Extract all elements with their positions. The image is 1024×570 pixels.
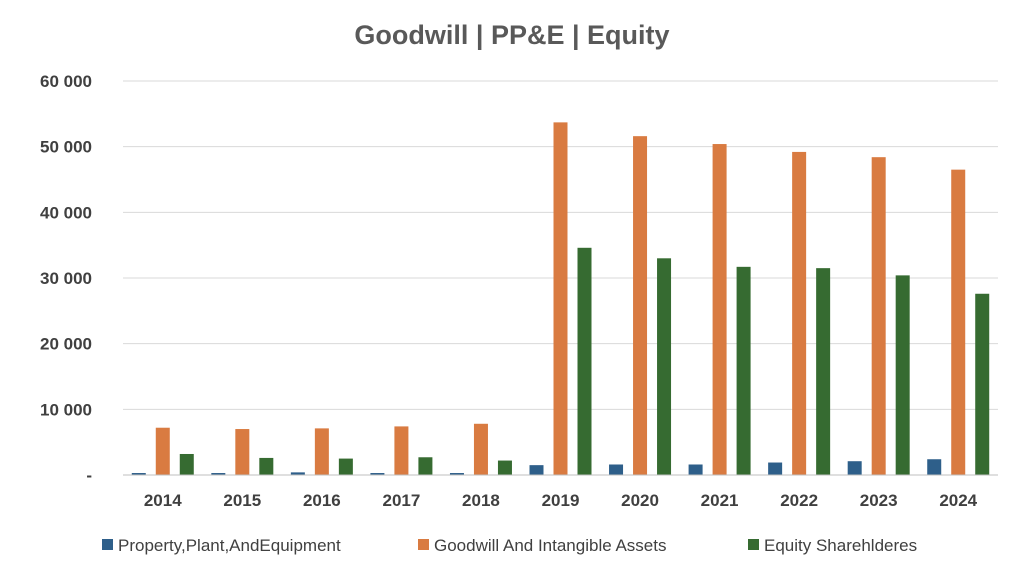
bar-3-2024 — [975, 293, 990, 475]
bar-1-2023 — [847, 461, 862, 475]
y-tick-label: 40 000 — [40, 203, 92, 222]
bar-3-2020 — [657, 258, 672, 475]
legend-label: Goodwill And Intangible Assets — [434, 536, 666, 555]
y-axis: - 10 000 20 000 30 000 40 000 50 000 60 000 — [40, 72, 92, 485]
x-tick-label: 2022 — [780, 491, 818, 510]
bar-3-2015 — [259, 457, 274, 475]
bar-2-2021 — [712, 144, 727, 476]
bar-1-2019 — [529, 465, 544, 475]
bar-3-2017 — [418, 457, 433, 475]
x-tick-label: 2019 — [542, 491, 580, 510]
x-tick-label: 2023 — [860, 491, 898, 510]
x-axis: 2014 2015 2016 2017 2018 2019 2020 2021 2022 2023… — [123, 474, 998, 510]
bar-3-2022 — [816, 268, 831, 475]
bar-2-2015 — [235, 429, 250, 475]
bar-1-2015 — [211, 473, 226, 475]
x-tick-label: 2018 — [462, 491, 500, 510]
bar-2-2023 — [871, 157, 886, 475]
x-tick-label: 2014 — [144, 491, 182, 510]
bar-1-2017 — [370, 473, 385, 475]
bar-1-2014 — [131, 473, 146, 475]
legend-label: Equity Sharehlderes — [764, 536, 917, 555]
y-tick-label: 50 000 — [40, 138, 92, 157]
bar-2-2018 — [473, 423, 488, 475]
bar-1-2020 — [609, 464, 624, 475]
bar-3-2016 — [338, 458, 353, 475]
x-tick-label: 2020 — [621, 491, 659, 510]
y-tick-label: 60 000 — [40, 72, 92, 91]
bar-3-2021 — [736, 266, 751, 475]
legend-swatch — [102, 539, 113, 550]
y-tick-label: 20 000 — [40, 335, 92, 354]
y-tick-label: - — [86, 466, 92, 485]
bar-1-2021 — [688, 464, 703, 475]
legend: Property,Plant,AndEquipment Goodwill And … — [102, 536, 917, 555]
bar-1-2016 — [290, 472, 305, 475]
bar-2-2014 — [155, 427, 170, 475]
x-tick-label: 2021 — [701, 491, 739, 510]
bar-2-2024 — [951, 169, 966, 475]
bar-2-2017 — [394, 426, 409, 475]
x-tick-label: 2015 — [223, 491, 261, 510]
bar-3-2023 — [895, 275, 910, 475]
bar-2-2019 — [553, 122, 568, 476]
legend-label: Property,Plant,AndEquipment — [118, 536, 341, 555]
legend-swatch — [418, 539, 429, 550]
x-tick-label: 2017 — [382, 491, 420, 510]
bar-2-2022 — [792, 151, 807, 476]
chart-title: Goodwill | PP&E | Equity — [354, 20, 669, 50]
bar-1-2024 — [927, 459, 942, 475]
bar-3-2018 — [497, 460, 512, 475]
bar-1-2018 — [449, 473, 464, 475]
legend-swatch — [748, 539, 759, 550]
bar-1-2022 — [768, 462, 783, 475]
bar-2-2016 — [314, 428, 329, 475]
y-tick-label: 10 000 — [40, 400, 92, 419]
bar-2-2020 — [633, 136, 648, 475]
x-tick-label: 2024 — [939, 491, 977, 510]
bar-3-2014 — [179, 453, 194, 475]
bar-3-2019 — [577, 247, 592, 475]
y-tick-label: 30 000 — [40, 269, 92, 288]
bars — [131, 122, 990, 476]
x-tick-label: 2016 — [303, 491, 341, 510]
